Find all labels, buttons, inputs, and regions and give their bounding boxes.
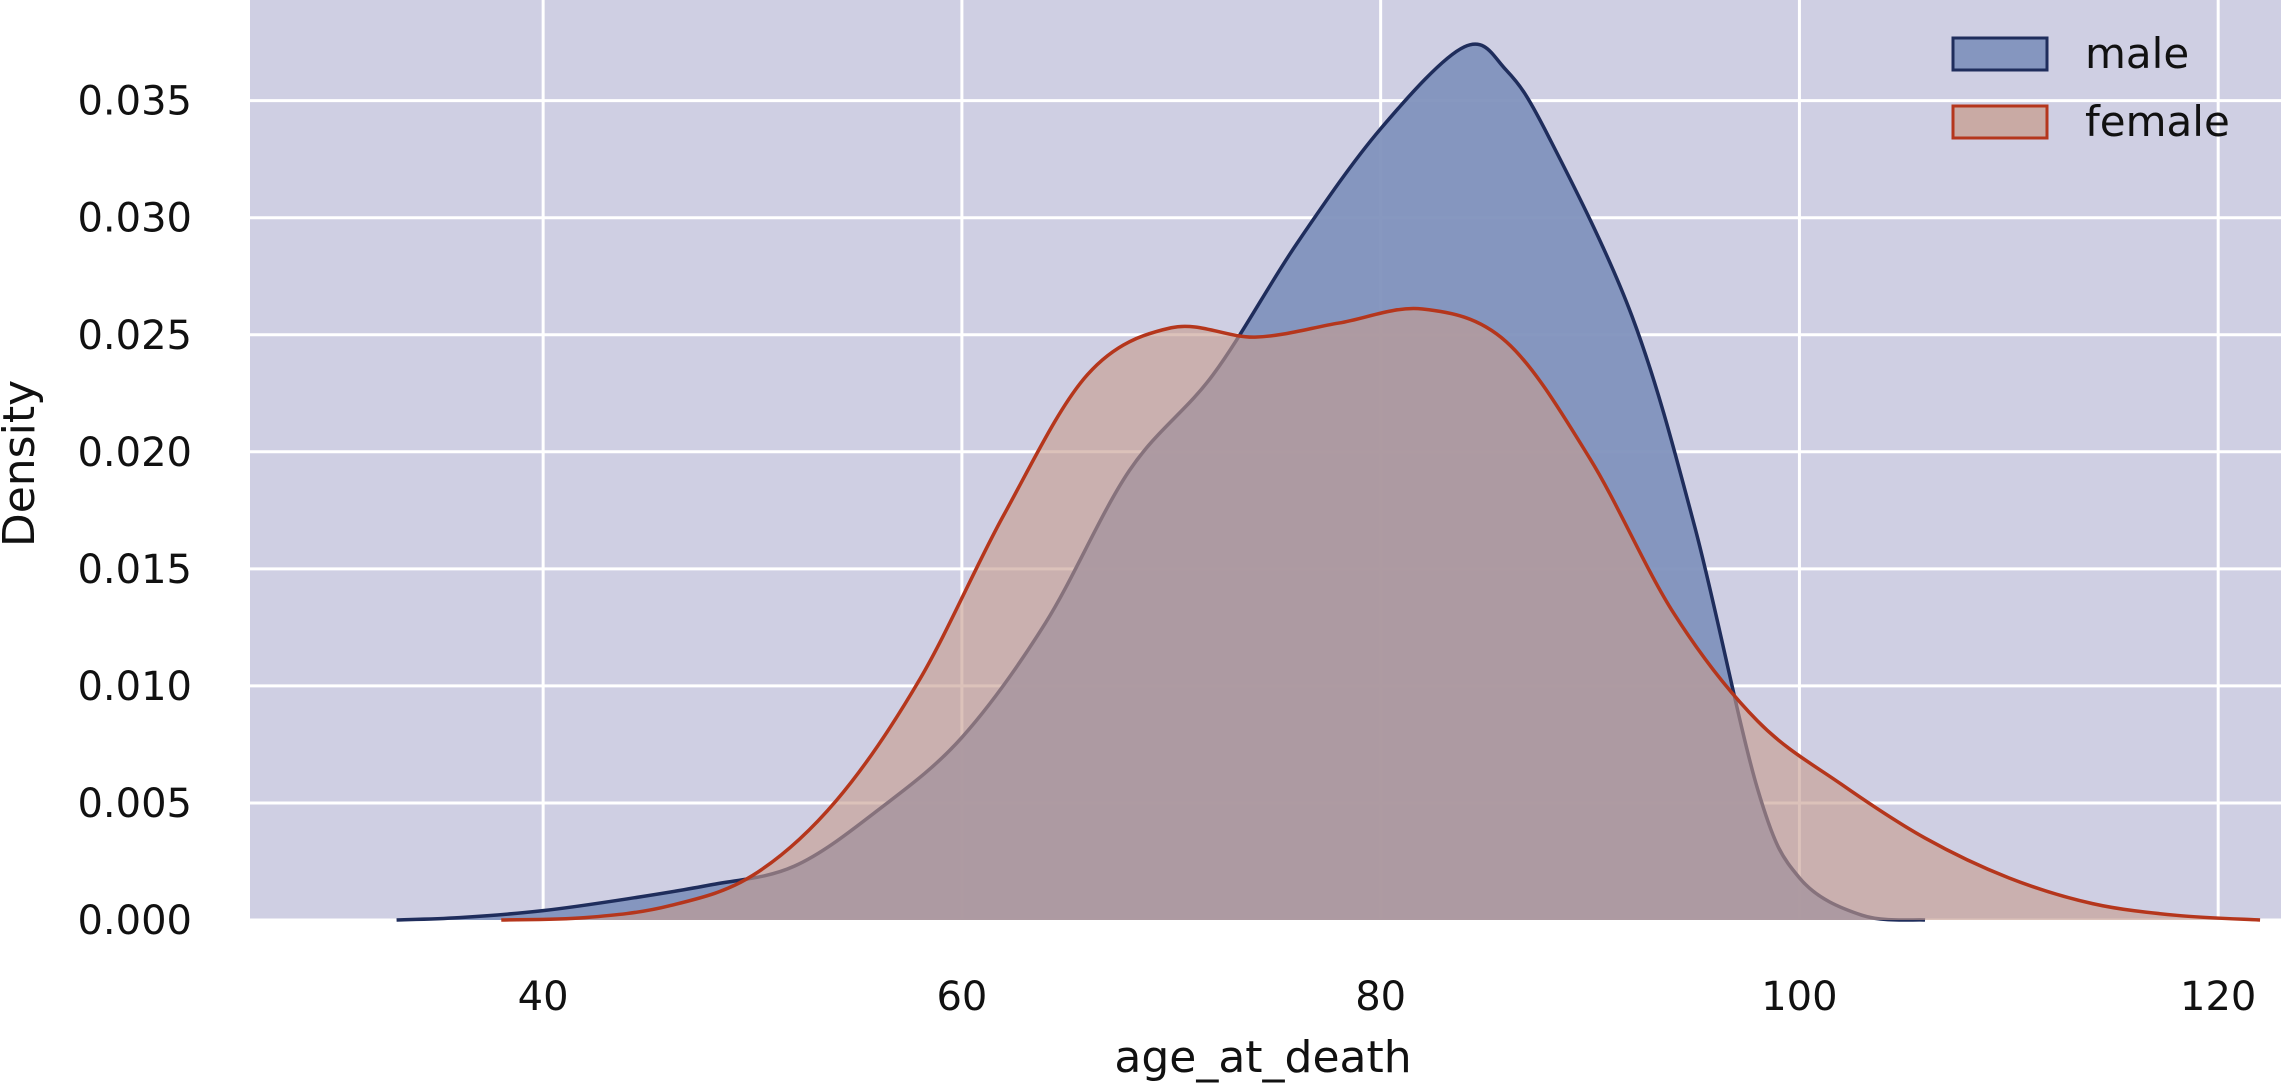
density-series <box>396 42 2261 922</box>
area-female <box>501 308 2261 920</box>
y-tick-label: 0.000 <box>77 898 192 944</box>
x-tick-label: 100 <box>1761 974 1837 1020</box>
legend-swatch <box>1951 104 2049 140</box>
x-axis-ticks: 40 60 80 100 120 <box>518 974 2257 1020</box>
x-tick-label: 80 <box>1355 974 1406 1020</box>
x-axis-label: age_at_death <box>1114 1032 1411 1083</box>
legend-item-male: male <box>1951 29 2189 78</box>
legend-label: male <box>2085 29 2189 78</box>
y-tick-label: 0.015 <box>77 547 192 593</box>
line-female <box>501 306 2261 922</box>
x-tick-label: 60 <box>936 974 987 1020</box>
legend-item-female: female <box>1951 97 2230 146</box>
legend-label: female <box>2085 97 2230 146</box>
legend: male female <box>1951 29 2230 146</box>
y-tick-label: 0.030 <box>77 196 192 242</box>
series-female <box>501 306 2261 922</box>
y-axis-ticks: 0.000 0.005 0.010 0.015 0.020 0.025 0.030 0.035 <box>77 79 192 944</box>
legend-swatch <box>1951 36 2049 72</box>
y-tick-label: 0.005 <box>77 781 192 827</box>
y-axis-label: Density <box>0 380 45 547</box>
x-tick-label: 120 <box>2180 974 2256 1020</box>
y-tick-label: 0.035 <box>77 79 192 125</box>
y-tick-label: 0.010 <box>77 664 192 710</box>
y-tick-label: 0.025 <box>77 313 192 359</box>
x-tick-label: 40 <box>518 974 569 1020</box>
y-tick-label: 0.020 <box>77 430 192 476</box>
line-male <box>396 42 1926 922</box>
